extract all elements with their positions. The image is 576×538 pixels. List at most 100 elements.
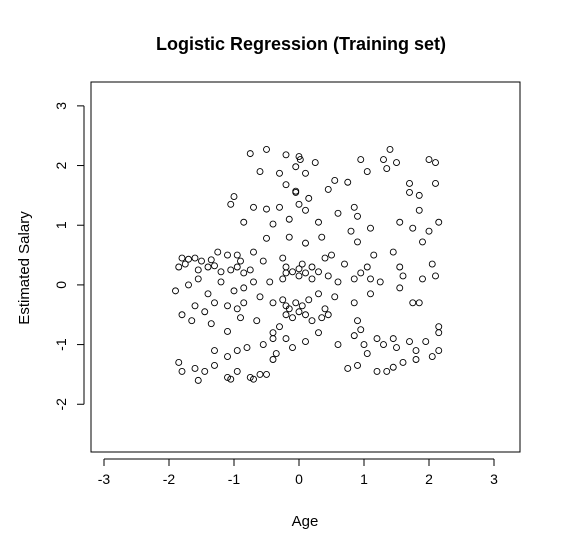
data-point — [256, 293, 264, 301]
data-point — [194, 266, 202, 274]
data-point — [324, 311, 332, 319]
data-point — [279, 254, 287, 262]
data-point — [259, 257, 267, 265]
data-point — [230, 287, 238, 295]
data-point — [233, 251, 241, 259]
data-point — [256, 168, 264, 175]
data-point — [207, 256, 215, 264]
data-point — [432, 272, 439, 280]
data-point — [350, 299, 358, 307]
data-point — [201, 308, 209, 316]
data-point — [282, 269, 290, 277]
data-point — [415, 299, 423, 307]
data-point — [350, 332, 358, 340]
data-point — [406, 180, 413, 187]
data-point — [224, 328, 231, 335]
data-point — [295, 272, 303, 280]
data-point — [341, 260, 348, 268]
data-point — [211, 299, 218, 307]
data-point — [204, 290, 212, 298]
data-point — [246, 373, 254, 381]
data-point — [344, 178, 352, 186]
data-point — [373, 367, 381, 375]
data-point — [311, 159, 319, 167]
data-point — [393, 344, 400, 352]
data-point — [250, 248, 257, 256]
y-tick-label: -2 — [53, 398, 69, 411]
data-point — [224, 251, 231, 259]
data-point — [380, 156, 387, 164]
data-point — [279, 275, 287, 283]
data-point — [201, 367, 209, 375]
data-point — [354, 212, 361, 220]
data-point — [363, 168, 371, 175]
data-point — [282, 151, 290, 159]
data-point — [305, 296, 313, 304]
data-point — [250, 278, 257, 286]
data-point — [298, 302, 306, 310]
data-point — [269, 335, 277, 343]
data-point — [409, 299, 417, 307]
data-point — [292, 188, 300, 196]
data-point — [302, 239, 309, 247]
data-point — [178, 311, 186, 319]
data-point — [393, 159, 400, 167]
data-point — [211, 262, 218, 270]
data-point — [289, 314, 296, 322]
y-axis: -2 -1 0 1 2 3 — [53, 102, 85, 411]
data-point — [191, 365, 199, 372]
data-point — [272, 350, 280, 357]
data-point — [380, 341, 387, 349]
y-tick-label: 2 — [53, 161, 69, 169]
data-point — [224, 353, 231, 360]
data-point — [233, 367, 241, 375]
x-tick-label: -3 — [98, 471, 111, 487]
data-point — [292, 299, 300, 307]
y-tick-label: 3 — [53, 102, 69, 110]
data-point — [334, 341, 342, 349]
data-point — [318, 233, 326, 241]
data-point — [185, 255, 192, 263]
data-point — [363, 350, 371, 357]
data-point — [302, 269, 309, 277]
data-point — [289, 268, 296, 276]
data-point — [181, 260, 189, 268]
data-point — [250, 375, 257, 383]
data-point — [279, 296, 287, 304]
data-point — [354, 238, 361, 246]
data-point — [256, 370, 264, 378]
data-point — [227, 200, 235, 208]
data-point — [263, 234, 270, 242]
data-point — [415, 206, 423, 214]
data-point — [295, 200, 303, 208]
data-point — [328, 251, 335, 259]
x-axis-label: Age — [292, 513, 319, 530]
data-point — [191, 302, 199, 310]
data-point — [302, 311, 309, 319]
data-point — [233, 263, 241, 271]
data-point — [263, 205, 270, 213]
data-point — [425, 156, 433, 164]
data-point — [354, 362, 361, 369]
data-point — [315, 268, 322, 276]
data-point — [295, 265, 303, 273]
data-point — [178, 254, 186, 262]
data-point — [285, 305, 293, 313]
data-point — [227, 266, 235, 274]
data-point — [285, 215, 293, 223]
data-point — [406, 188, 413, 196]
chart-title: Logistic Regression (Training set) — [156, 34, 446, 54]
data-point — [191, 254, 199, 262]
data-point — [302, 338, 309, 346]
data-point — [321, 254, 329, 262]
data-point — [266, 278, 274, 286]
data-point — [204, 263, 212, 271]
data-point — [315, 290, 322, 298]
data-point — [282, 311, 290, 319]
data-point — [318, 314, 326, 322]
data-point — [383, 367, 391, 375]
data-point — [269, 356, 277, 363]
data-point — [331, 177, 339, 184]
data-point — [367, 290, 374, 298]
data-point — [227, 375, 235, 383]
